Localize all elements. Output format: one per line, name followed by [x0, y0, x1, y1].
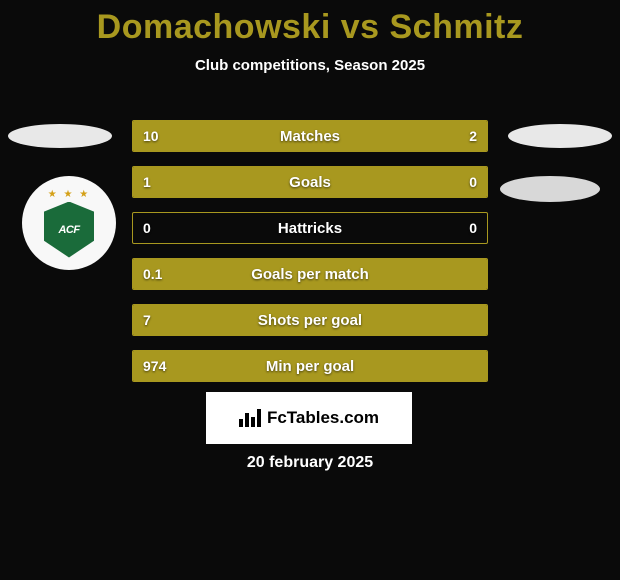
- stat-label: Min per goal: [133, 351, 487, 381]
- team-left-logo: ★ ★ ★ ACF: [22, 176, 116, 270]
- brand-chart-icon: [239, 409, 261, 427]
- page-subtitle: Club competitions, Season 2025: [0, 57, 620, 74]
- stat-value-right: 0: [469, 213, 477, 243]
- team-badge-text: ACF: [58, 224, 79, 236]
- stat-row: 0Hattricks0: [132, 212, 488, 244]
- team-badge-icon: ACF: [44, 202, 94, 258]
- stat-row: 0.1Goals per match: [132, 258, 488, 290]
- stat-value-right: 2: [469, 121, 477, 151]
- brand-text: FcTables.com: [267, 408, 379, 428]
- stat-value-right: 0: [469, 167, 477, 197]
- stat-label: Hattricks: [133, 213, 487, 243]
- date-text: 20 february 2025: [0, 454, 620, 472]
- player-right-placeholder-2: [500, 176, 600, 202]
- stat-row: 7Shots per goal: [132, 304, 488, 336]
- player-left-placeholder: [8, 124, 112, 148]
- stat-label: Shots per goal: [133, 305, 487, 335]
- stat-row: 10Matches2: [132, 120, 488, 152]
- stats-bars: 10Matches21Goals00Hattricks00.1Goals per…: [132, 120, 488, 396]
- brand-box: FcTables.com: [206, 392, 412, 444]
- stat-row: 974Min per goal: [132, 350, 488, 382]
- player-right-placeholder-1: [508, 124, 612, 148]
- stat-label: Goals: [133, 167, 487, 197]
- stat-label: Matches: [133, 121, 487, 151]
- page-title: Domachowski vs Schmitz: [0, 0, 620, 47]
- team-stars-icon: ★ ★ ★: [48, 189, 90, 200]
- stat-label: Goals per match: [133, 259, 487, 289]
- stat-row: 1Goals0: [132, 166, 488, 198]
